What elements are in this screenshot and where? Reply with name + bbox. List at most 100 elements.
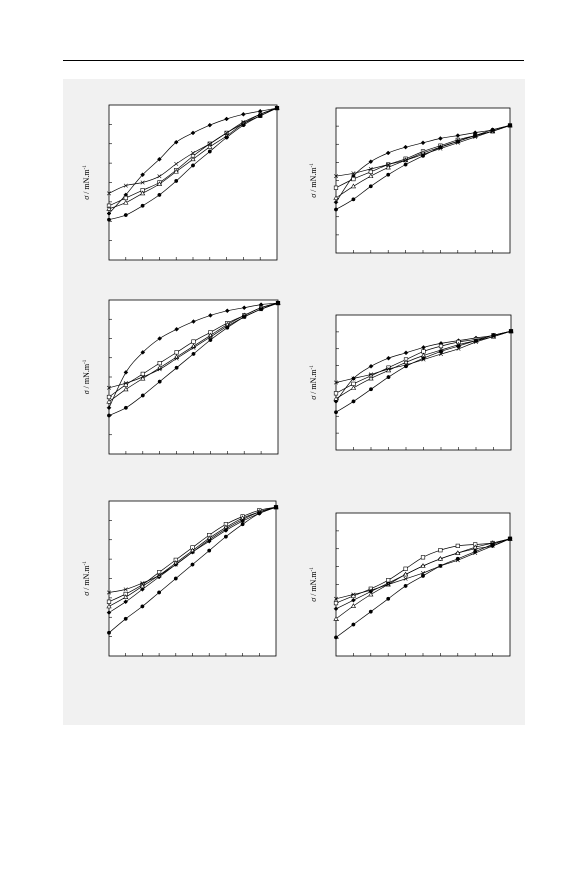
- circle-point: [403, 162, 408, 167]
- diamond-point: [438, 136, 443, 141]
- square-point: [351, 176, 356, 182]
- diamond-point: [106, 610, 112, 615]
- circle-point: [351, 197, 356, 202]
- figure-panel: σ / mN.m-1 σ / mN.m-1 σ / mN.m-1 σ / mN.m-1…: [63, 79, 525, 725]
- x-point: [157, 573, 162, 578]
- circle-point: [157, 590, 162, 595]
- axis-frame: [108, 299, 279, 455]
- x-point: [224, 130, 229, 135]
- x-point: [473, 339, 479, 345]
- x-point: [157, 174, 162, 179]
- square-point: [333, 600, 339, 606]
- x-point: [190, 151, 196, 156]
- circle-point: [174, 365, 179, 370]
- x-point: [191, 345, 196, 350]
- diamond-point: [140, 350, 146, 355]
- x-point: [438, 146, 443, 151]
- x-point: [106, 590, 112, 595]
- x-point: [473, 551, 478, 556]
- y-axis-label: σ / mN.m-1: [309, 163, 318, 198]
- x-point: [140, 374, 145, 380]
- circle-point: [157, 379, 162, 384]
- axis-frame: [108, 500, 277, 657]
- y-axis-label-sup: -1: [83, 561, 88, 566]
- circle-point: [368, 609, 373, 614]
- x-point: [351, 171, 356, 176]
- diamond-point: [385, 150, 391, 156]
- x-point: [259, 307, 264, 312]
- x-point: [123, 381, 128, 386]
- triangle-point: [333, 195, 339, 200]
- diamond-point: [208, 313, 213, 318]
- diamond-point: [455, 133, 461, 138]
- circle-point: [191, 163, 195, 168]
- chart-bottom-left: σ / mN.m-1: [82, 500, 279, 657]
- circle-point: [123, 213, 128, 218]
- x-point: [386, 162, 391, 167]
- x-point: [421, 357, 426, 362]
- circle-point: [208, 338, 213, 342]
- x-point: [455, 558, 460, 563]
- triangle-point: [123, 386, 129, 392]
- x-point: [273, 505, 279, 510]
- circle-point: [107, 217, 111, 222]
- circle-point: [456, 344, 461, 348]
- triangle-point: [190, 156, 196, 162]
- triangle-point: [385, 164, 391, 170]
- x-point: [455, 140, 460, 145]
- diamond-point: [157, 336, 163, 341]
- x-point: [351, 592, 356, 597]
- triangle-point: [368, 173, 374, 179]
- axis-frame: [335, 107, 511, 254]
- x-point: [403, 362, 409, 367]
- triangle-point: [139, 583, 146, 589]
- square-point: [386, 578, 391, 583]
- x-point: [207, 537, 212, 542]
- x-point: [275, 301, 281, 306]
- diamond-point: [368, 363, 374, 369]
- x-point: [438, 563, 443, 568]
- circle-point: [191, 351, 196, 356]
- x-point: [241, 120, 246, 125]
- circle-point: [421, 573, 425, 578]
- x-point: [368, 166, 373, 171]
- triangle-point: [350, 603, 357, 608]
- y-axis-label-symbol: σ: [82, 195, 91, 200]
- diamond-point: [191, 319, 196, 324]
- x-point: [386, 582, 391, 587]
- axis-frame: [335, 512, 511, 657]
- triangle-point: [333, 395, 339, 401]
- x-point: [333, 596, 339, 601]
- circle-point: [140, 203, 145, 208]
- triangle-point: [472, 544, 478, 550]
- circle-point: [351, 399, 356, 404]
- circle-point: [207, 149, 212, 154]
- x-point: [386, 366, 391, 372]
- square-point: [455, 543, 460, 548]
- y-axis-label-unit: / mN.m: [82, 565, 91, 592]
- x-point: [473, 134, 478, 140]
- x-point: [240, 517, 245, 522]
- circle-point: [439, 349, 443, 354]
- square-point: [140, 371, 145, 377]
- x-point: [190, 550, 195, 555]
- diamond-point: [207, 122, 213, 128]
- y-axis-label-sup: -1: [310, 163, 315, 168]
- x-point: [490, 543, 495, 548]
- circle-point: [386, 596, 391, 601]
- circle-point: [190, 562, 195, 567]
- x-point: [242, 314, 247, 319]
- x-point: [225, 324, 230, 329]
- chart-middle-right: σ / mN.m-1: [309, 314, 514, 451]
- y-axis-label-symbol: σ: [82, 389, 91, 394]
- triangle-point: [420, 563, 426, 568]
- y-axis-label-unit: / mN.m: [309, 167, 318, 194]
- circle-point: [241, 123, 246, 128]
- diamond-point: [140, 586, 145, 592]
- diamond-point: [123, 370, 129, 375]
- diamond-point: [351, 597, 356, 603]
- header-rule: [63, 60, 524, 61]
- circle-point: [107, 630, 111, 635]
- x-point: [420, 152, 426, 157]
- square-point: [106, 599, 112, 604]
